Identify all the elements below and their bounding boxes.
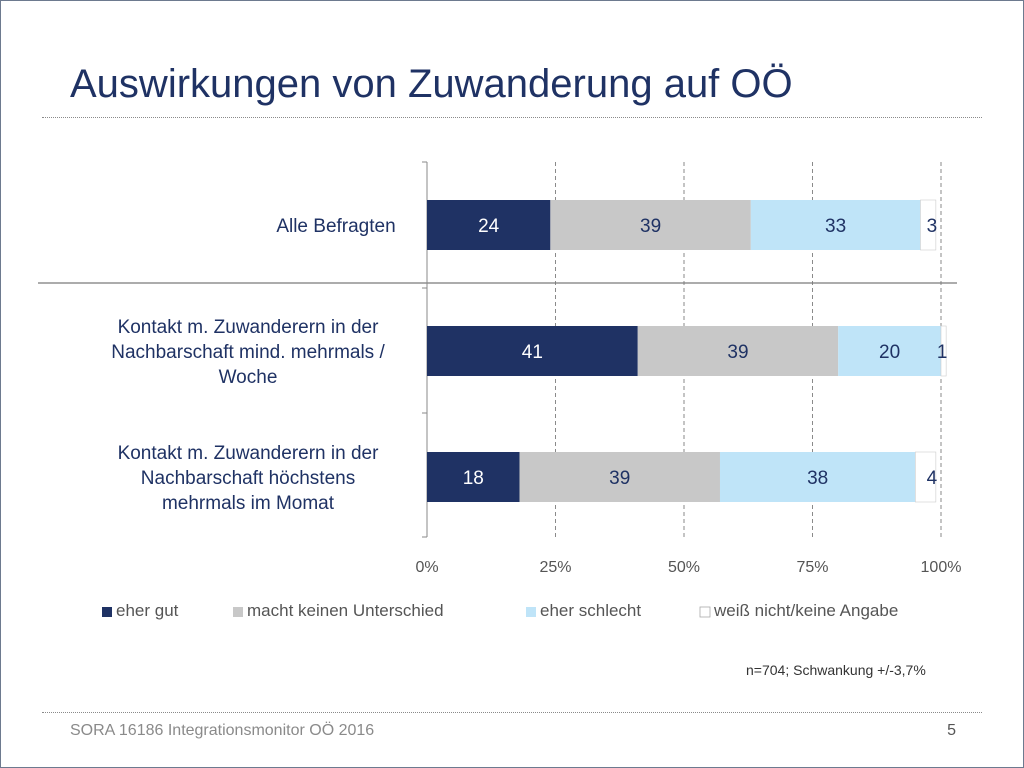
data-label: 24	[478, 216, 500, 237]
data-label: 18	[463, 468, 484, 489]
category-label: Alle Befragten	[276, 216, 395, 237]
page-number: 5	[947, 722, 956, 739]
data-label: 38	[807, 468, 828, 489]
bar-segment	[750, 200, 921, 250]
footer-divider	[42, 712, 982, 713]
bar-segment	[427, 452, 520, 502]
data-label: 39	[609, 468, 630, 489]
bar-segment	[637, 326, 839, 376]
bar-segment	[519, 452, 720, 502]
bar-segment	[838, 326, 941, 376]
category-label: Kontakt m. Zuwanderern in der Nachbarscha…	[111, 317, 385, 388]
legend-swatch	[102, 607, 112, 617]
data-label: 39	[727, 342, 748, 363]
data-label: 20	[879, 342, 900, 363]
bar-segment	[550, 200, 751, 250]
sample-note: n=704; Schwankung +/-3,7%	[746, 662, 926, 678]
x-tick-label: 50%	[668, 559, 700, 576]
legend-swatch	[699, 606, 711, 618]
legend-label: macht keinen Unterschied	[247, 601, 444, 620]
x-tick-label: 100%	[921, 559, 962, 576]
bar-segment	[940, 325, 947, 377]
data-label: 39	[640, 216, 661, 237]
bar-segment	[427, 200, 551, 250]
legend-label: eher gut	[116, 601, 179, 620]
data-label: 33	[825, 216, 846, 237]
bar-segment	[920, 199, 937, 251]
slide-title: Auswirkungen von Zuwanderung auf OÖ	[70, 62, 793, 106]
x-tick-label: 25%	[539, 559, 571, 576]
data-label: 3	[927, 216, 938, 237]
category-label: Kontakt m. Zuwanderern in der Nachbarscha…	[118, 443, 380, 514]
data-label: 41	[522, 342, 543, 363]
title-divider	[42, 117, 982, 118]
legend-label: weiß nicht/keine Angabe	[713, 601, 898, 620]
legend-swatch	[233, 607, 243, 617]
footer-text: SORA 16186 Integrationsmonitor OÖ 2016	[70, 722, 375, 739]
x-tick-label: 75%	[796, 559, 828, 576]
legend-swatch	[526, 607, 536, 617]
data-label: 1	[937, 342, 948, 363]
bar-segment	[719, 452, 916, 502]
bar-segment	[914, 451, 937, 503]
x-tick-label: 0%	[415, 559, 438, 576]
bar-segment	[427, 326, 638, 376]
data-label: 4	[927, 468, 938, 489]
legend-label: eher schlecht	[540, 601, 641, 620]
